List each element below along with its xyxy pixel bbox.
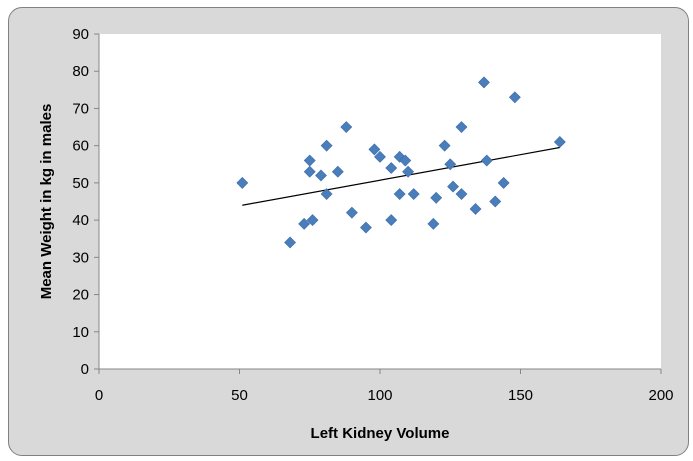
data-point <box>438 139 451 152</box>
y-tick-label: 60 <box>72 138 89 155</box>
data-point <box>340 121 353 133</box>
x-axis-title: Left Kidney Volume <box>311 425 450 442</box>
axes <box>94 33 662 374</box>
x-tick-label: 0 <box>95 387 103 404</box>
data-point <box>407 188 420 200</box>
x-tick-label: 100 <box>367 387 392 404</box>
data-points <box>236 76 566 249</box>
y-tick-label: 70 <box>72 100 89 117</box>
data-point <box>320 139 333 152</box>
y-tick-label: 80 <box>72 63 89 80</box>
data-point <box>306 214 319 227</box>
data-point <box>455 121 468 133</box>
y-tick-label: 10 <box>72 324 89 341</box>
x-tick-label: 150 <box>508 387 533 404</box>
data-point <box>374 150 386 163</box>
data-point <box>393 188 406 200</box>
data-point <box>489 195 502 208</box>
y-tick-label: 0 <box>81 361 89 378</box>
data-point <box>447 180 459 193</box>
trendline-layer <box>242 146 560 206</box>
data-point <box>444 158 457 171</box>
data-point <box>427 217 440 230</box>
y-tick-label: 40 <box>72 212 89 229</box>
data-point <box>385 162 398 174</box>
data-point <box>315 169 327 182</box>
y-axis-title: Mean Weight in kg in males <box>38 104 55 300</box>
data-point <box>320 188 333 200</box>
data-point <box>508 91 521 104</box>
data-point <box>478 76 490 89</box>
y-tick-label: 20 <box>72 287 89 304</box>
data-point <box>284 236 297 249</box>
data-point <box>303 165 316 178</box>
tick-labels: 0 10 20 30 40 50 60 70 80 90 0 50 100 150 200 <box>72 26 673 404</box>
y-tick-label: 30 <box>72 249 89 266</box>
plot-area <box>99 34 661 369</box>
data-point <box>360 221 372 234</box>
data-point <box>480 154 493 167</box>
data-point <box>298 217 311 230</box>
data-point <box>236 176 249 189</box>
data-point <box>430 191 443 204</box>
data-point <box>497 176 510 189</box>
data-point <box>368 143 381 156</box>
x-tick-label: 200 <box>648 387 673 404</box>
data-point <box>345 206 358 219</box>
data-point <box>385 214 398 227</box>
data-point <box>469 203 482 215</box>
data-point <box>331 165 344 178</box>
trendline <box>242 146 560 206</box>
y-tick-label: 90 <box>72 26 89 43</box>
data-point <box>402 165 415 178</box>
y-tick-label: 50 <box>72 175 89 192</box>
data-point <box>399 154 412 167</box>
data-point <box>553 136 566 148</box>
data-point <box>455 188 468 200</box>
x-tick-label: 50 <box>231 387 248 404</box>
